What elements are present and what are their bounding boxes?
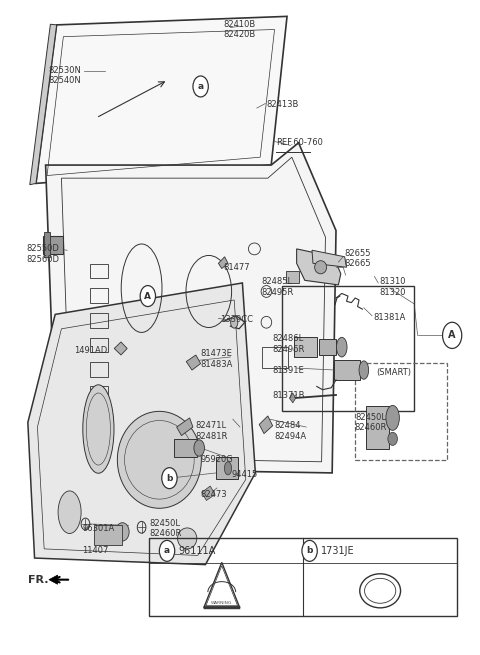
Bar bbox=[174, 439, 197, 457]
Text: 81381A: 81381A bbox=[373, 313, 406, 322]
Polygon shape bbox=[289, 393, 296, 403]
Polygon shape bbox=[114, 342, 127, 355]
Text: 82410B
82420B: 82410B 82420B bbox=[224, 20, 256, 39]
Circle shape bbox=[302, 540, 317, 561]
Text: 82655
82665: 82655 82665 bbox=[345, 249, 371, 269]
Text: 82486L
82496R: 82486L 82496R bbox=[273, 334, 305, 354]
Bar bbox=[90, 338, 108, 352]
Text: 11407: 11407 bbox=[83, 546, 109, 555]
Text: a: a bbox=[164, 546, 170, 555]
Bar bbox=[366, 406, 389, 449]
Text: 96111A: 96111A bbox=[179, 546, 216, 556]
Bar bbox=[90, 362, 108, 377]
Bar bbox=[294, 337, 317, 357]
Bar bbox=[90, 386, 108, 401]
Bar bbox=[90, 313, 108, 328]
Bar bbox=[286, 271, 299, 283]
Ellipse shape bbox=[315, 261, 327, 274]
Text: A: A bbox=[448, 330, 456, 341]
Polygon shape bbox=[218, 257, 228, 269]
Text: 96301A: 96301A bbox=[83, 524, 115, 533]
Circle shape bbox=[159, 540, 175, 561]
Text: REF.60-760: REF.60-760 bbox=[276, 138, 323, 147]
Text: 82550D
82560D: 82550D 82560D bbox=[26, 244, 60, 264]
Bar bbox=[166, 435, 185, 453]
Bar bbox=[262, 347, 288, 368]
Bar bbox=[90, 288, 108, 303]
Polygon shape bbox=[312, 250, 347, 267]
Text: FR.: FR. bbox=[28, 574, 48, 585]
Ellipse shape bbox=[225, 462, 232, 475]
Text: 81473E
81483A: 81473E 81483A bbox=[201, 349, 233, 369]
Circle shape bbox=[443, 322, 462, 348]
Ellipse shape bbox=[386, 405, 399, 430]
Text: 82471L
82481R: 82471L 82481R bbox=[196, 421, 228, 441]
Circle shape bbox=[193, 76, 208, 97]
Polygon shape bbox=[186, 355, 201, 370]
Bar bbox=[216, 457, 238, 479]
Bar bbox=[355, 363, 447, 460]
Bar bbox=[319, 339, 336, 355]
Bar bbox=[44, 232, 50, 257]
Text: 81310
81320: 81310 81320 bbox=[379, 277, 406, 297]
Ellipse shape bbox=[178, 528, 197, 549]
Polygon shape bbox=[30, 24, 57, 185]
Text: b: b bbox=[166, 474, 173, 483]
Text: 1491AD: 1491AD bbox=[74, 346, 108, 355]
Ellipse shape bbox=[194, 440, 204, 456]
Text: 82450L
82460R: 82450L 82460R bbox=[150, 519, 182, 538]
Circle shape bbox=[162, 468, 177, 489]
Text: 81391E: 81391E bbox=[273, 365, 304, 375]
Bar bbox=[149, 538, 457, 616]
Ellipse shape bbox=[116, 523, 129, 541]
Text: 1731JE: 1731JE bbox=[321, 546, 354, 556]
Text: WARNING: WARNING bbox=[211, 601, 232, 605]
Bar bbox=[94, 525, 122, 545]
Polygon shape bbox=[46, 143, 336, 473]
Text: 82530N
82540N: 82530N 82540N bbox=[48, 66, 81, 85]
Polygon shape bbox=[36, 16, 287, 183]
Text: b: b bbox=[306, 546, 313, 555]
Text: 81477: 81477 bbox=[223, 263, 250, 272]
Bar bbox=[334, 360, 360, 380]
Polygon shape bbox=[177, 418, 193, 436]
Text: 94415: 94415 bbox=[231, 470, 258, 479]
Ellipse shape bbox=[83, 385, 114, 473]
Bar bbox=[90, 264, 108, 278]
Polygon shape bbox=[49, 575, 58, 584]
Ellipse shape bbox=[118, 411, 202, 508]
Ellipse shape bbox=[388, 432, 397, 445]
Polygon shape bbox=[297, 249, 341, 285]
Text: 82485L
82495R: 82485L 82495R bbox=[262, 277, 294, 297]
Circle shape bbox=[140, 286, 156, 307]
Text: a: a bbox=[198, 82, 204, 91]
Polygon shape bbox=[259, 416, 273, 434]
Ellipse shape bbox=[336, 337, 347, 357]
Polygon shape bbox=[28, 283, 255, 565]
Ellipse shape bbox=[58, 491, 81, 533]
Text: 81371B: 81371B bbox=[273, 391, 305, 400]
Polygon shape bbox=[202, 486, 215, 500]
Bar bbox=[282, 286, 414, 411]
Text: (SMART): (SMART) bbox=[376, 367, 411, 377]
Text: 95920G: 95920G bbox=[201, 455, 233, 464]
Text: A: A bbox=[144, 291, 151, 301]
Text: 82450L
82460R: 82450L 82460R bbox=[354, 413, 387, 432]
Text: 82484
82494A: 82484 82494A bbox=[275, 421, 307, 441]
Ellipse shape bbox=[359, 361, 369, 379]
Text: 82473: 82473 bbox=[201, 490, 227, 499]
Bar bbox=[43, 236, 63, 254]
Text: 1339CC: 1339CC bbox=[220, 315, 253, 324]
Text: 82413B: 82413B bbox=[266, 100, 299, 109]
Ellipse shape bbox=[231, 316, 238, 328]
Bar bbox=[90, 411, 108, 426]
